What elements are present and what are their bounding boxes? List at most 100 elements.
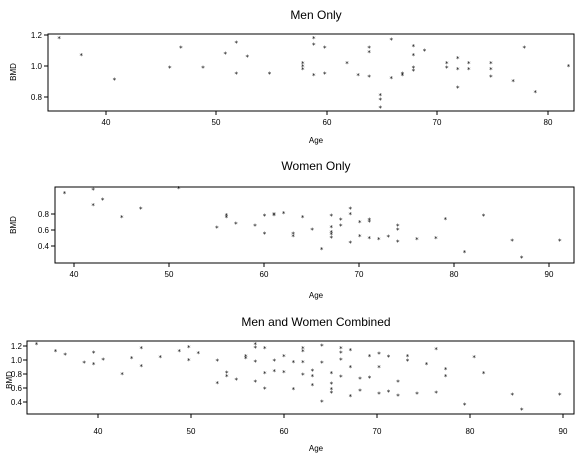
data-point: *: [367, 49, 371, 57]
data-points: ****************************************…: [35, 341, 562, 414]
data-point: *: [291, 230, 295, 238]
x-tick-label: 50: [212, 118, 221, 127]
data-point: *: [396, 222, 400, 230]
data-point: *: [412, 68, 416, 76]
data-point: *: [215, 225, 219, 233]
x-tick-label: 60: [323, 118, 332, 127]
data-point: *: [244, 355, 248, 363]
y-tick-label: 0.8: [38, 210, 50, 219]
data-point: *: [412, 52, 416, 60]
data-point: *: [401, 71, 405, 79]
x-tick-label: 80: [544, 118, 553, 127]
data-point: *: [368, 353, 372, 361]
data-point: *: [63, 351, 67, 359]
data-point: *: [348, 239, 352, 247]
data-point: *: [196, 350, 200, 358]
x-ticks: 40 50 60 70 80 90: [94, 414, 568, 436]
x-tick-label: 60: [280, 427, 289, 436]
data-point: *: [387, 354, 391, 362]
y-ticks: 0.4 0.6 0.8 1.0 1.2: [11, 342, 27, 407]
data-point: *: [120, 371, 124, 379]
data-point: *: [358, 233, 362, 241]
data-point: *: [510, 238, 514, 246]
plot-frame: [47, 33, 575, 112]
data-point: *: [558, 392, 562, 400]
data-point: *: [57, 35, 61, 43]
data-point: *: [390, 37, 394, 45]
data-point: *: [567, 63, 571, 71]
x-tick-label: 40: [70, 270, 79, 279]
data-point: *: [348, 211, 352, 219]
data-point: *: [396, 392, 400, 400]
data-point: *: [339, 356, 343, 364]
data-point: *: [320, 399, 324, 407]
data-point: *: [329, 231, 333, 239]
data-point: *: [158, 354, 162, 362]
data-point: *: [387, 388, 391, 396]
data-point: *: [444, 216, 448, 224]
data-point: *: [101, 356, 105, 364]
data-point: *: [234, 221, 238, 229]
data-point: *: [522, 44, 526, 52]
data-point: *: [235, 71, 239, 79]
data-point: *: [377, 364, 381, 372]
data-point: *: [254, 341, 258, 349]
data-point: *: [368, 217, 372, 225]
data-point: *: [434, 390, 438, 398]
y-tick-label: 0.6: [38, 226, 50, 235]
x-tick-label: 50: [187, 427, 196, 436]
data-point: *: [201, 64, 205, 72]
y-tick-label: 1.2: [31, 31, 43, 40]
data-point: *: [401, 72, 405, 80]
data-point: *: [130, 355, 134, 363]
data-point: *: [187, 357, 191, 365]
data-point: *: [254, 379, 258, 387]
data-point: *: [273, 368, 277, 376]
data-point: *: [390, 75, 394, 83]
data-point: *: [246, 54, 250, 62]
data-point: *: [489, 66, 493, 74]
x-tick-label: 70: [433, 118, 442, 127]
data-point: *: [263, 386, 267, 394]
y-tick-label: 0.4: [11, 398, 23, 407]
data-point: *: [168, 64, 172, 72]
x-tick-label: 70: [373, 427, 382, 436]
data-point: *: [139, 363, 143, 371]
data-point: *: [377, 390, 381, 398]
data-point: *: [301, 60, 305, 68]
chart-title: Women Only: [281, 159, 350, 173]
data-point: *: [235, 376, 239, 384]
data-point: *: [225, 370, 229, 378]
data-point: *: [396, 226, 400, 234]
data-point: *: [216, 358, 220, 366]
x-tick-label: 40: [94, 427, 103, 436]
data-point: *: [177, 185, 181, 193]
data-point: *: [254, 345, 258, 353]
y-tick-label: 1.2: [11, 342, 23, 351]
data-point: *: [35, 341, 39, 349]
data-point: *: [253, 222, 257, 230]
data-point: *: [139, 205, 143, 213]
data-point: *: [378, 104, 382, 112]
y-ticks: 0.4 0.6 0.8: [38, 210, 55, 251]
data-point: *: [463, 249, 467, 257]
data-point: *: [216, 380, 220, 388]
panel-men-and-women-combined: Men and Women Combined BMD Age 0.4 0.6 0…: [5, 315, 575, 453]
data-point: *: [292, 386, 296, 394]
data-point: *: [482, 370, 486, 378]
data-point: *: [356, 72, 360, 80]
data-point: *: [311, 382, 315, 390]
y-axis-label: BMD: [9, 63, 18, 81]
chart-title: Men and Women Combined: [241, 315, 390, 329]
data-point: *: [425, 361, 429, 369]
y-tick-label: 0.8: [31, 93, 43, 102]
data-point: *: [415, 390, 419, 398]
y-tick-label: 1.0: [31, 62, 43, 71]
data-point: *: [378, 92, 382, 100]
y-ticks: 0.8 1.0 1.2: [31, 31, 48, 102]
data-point: *: [225, 373, 229, 381]
plot-frame: [26, 340, 575, 415]
data-point: *: [320, 342, 324, 350]
data-point: *: [225, 214, 229, 222]
data-point: *: [320, 246, 324, 254]
